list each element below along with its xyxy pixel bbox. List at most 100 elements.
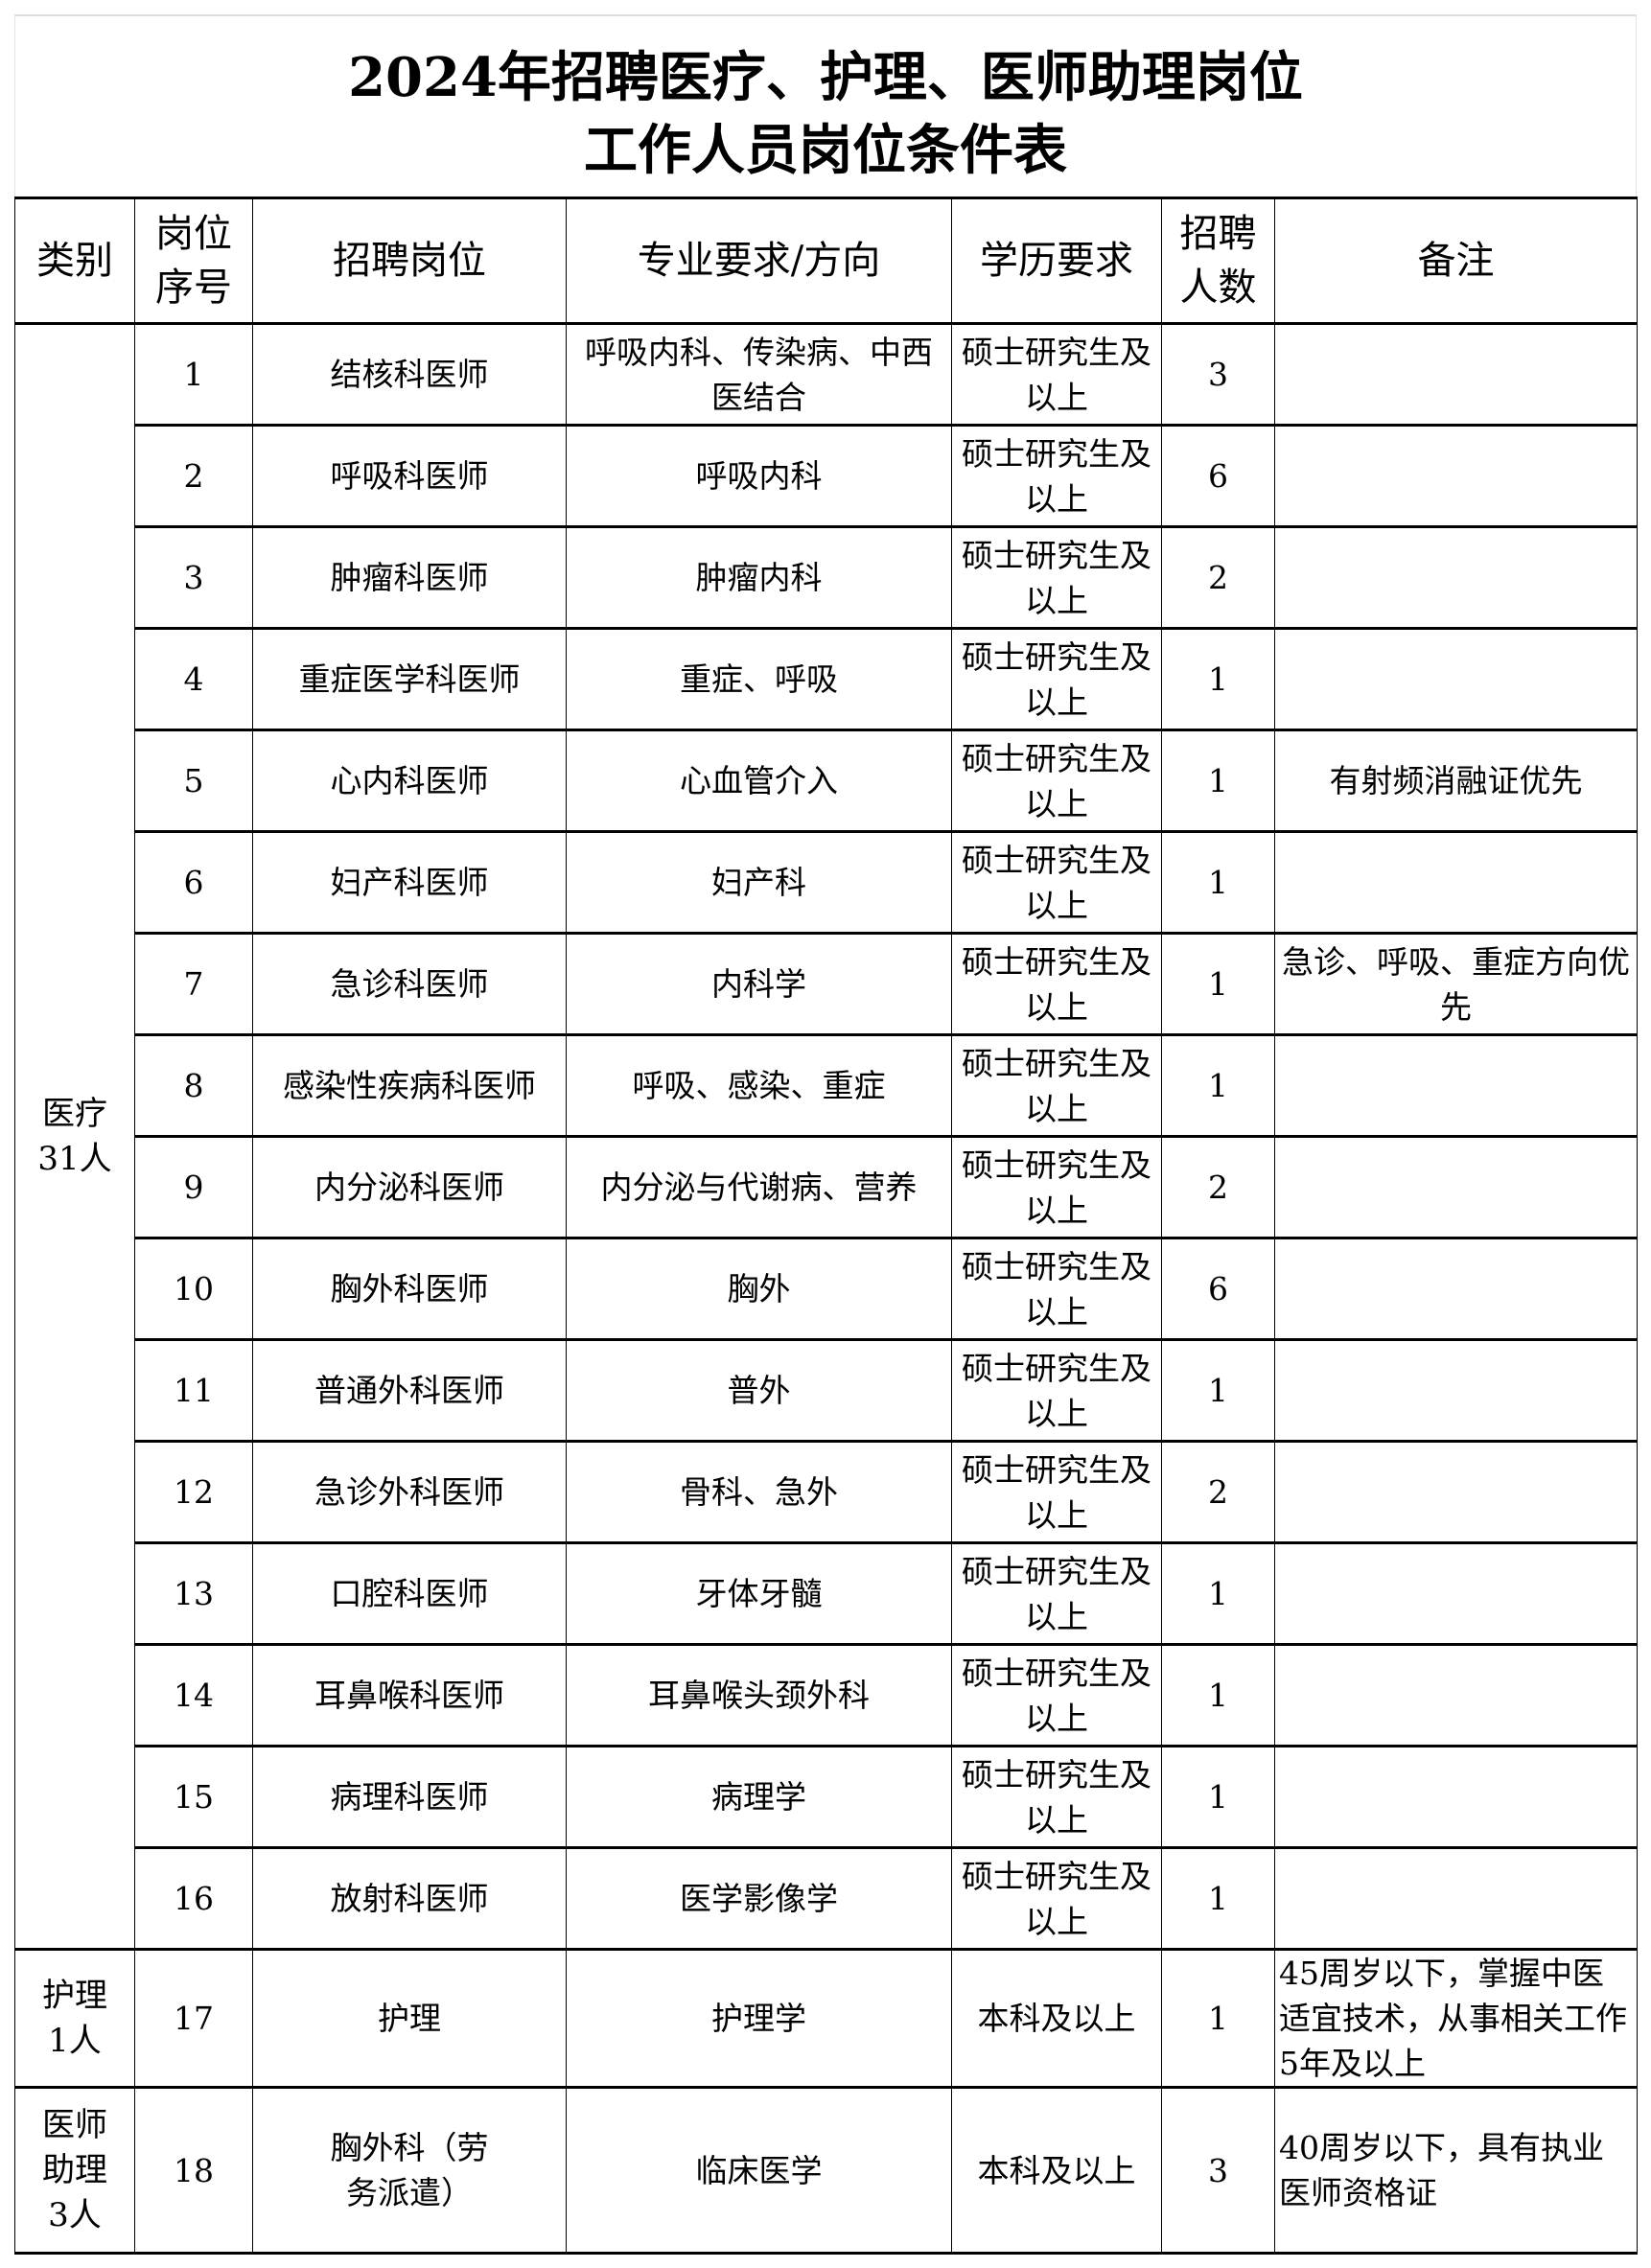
count-cell: 2: [1161, 1440, 1275, 1544]
count-cell: 2: [1161, 1135, 1275, 1239]
note-cell: [1274, 322, 1638, 427]
note-cell: [1274, 1440, 1638, 1544]
table-row: 医疗31人 1 结核科医师 呼吸内科、传染病、中西医结合 硕士研究生及以上 3: [14, 322, 1638, 1951]
count-cell: 3: [1161, 322, 1275, 427]
table-row: 3 肿瘤科医师 肿瘤内科 硕士研究生及以上 2: [15, 525, 1638, 630]
header-major: 专业要求/方向: [566, 197, 952, 325]
post-cell: 急诊外科医师: [252, 1440, 567, 1544]
table-row: 9 内分泌科医师 内分泌与代谢病、营养 硕士研究生及以上 2: [15, 1135, 1638, 1239]
post-number-cell: 14: [134, 1643, 253, 1747]
note-cell: [1274, 1237, 1638, 1341]
post-number-cell: 17: [134, 1948, 253, 2089]
count-cell: 1: [1161, 1643, 1275, 1747]
major-cell: 医学影像学: [566, 1846, 952, 1951]
post-number-cell: 11: [134, 1338, 253, 1443]
table-row: 4 重症医学科医师 重症、呼吸 硕士研究生及以上 1: [15, 627, 1638, 731]
note-cell: [1274, 1338, 1638, 1443]
post-cell: 耳鼻喉科医师: [252, 1643, 567, 1747]
education-cell: 硕士研究生及以上: [951, 830, 1162, 935]
count-cell: 2: [1161, 525, 1275, 630]
post-number-cell: 5: [134, 729, 253, 833]
note-cell: 急诊、呼吸、重症方向优先: [1274, 932, 1638, 1036]
education-cell: 硕士研究生及以上: [951, 1745, 1162, 1849]
post-number-cell: 8: [134, 1033, 253, 1138]
major-cell: 护理学: [566, 1948, 952, 2089]
education-cell: 硕士研究生及以上: [951, 932, 1162, 1036]
education-cell: 硕士研究生及以上: [951, 424, 1162, 528]
major-cell: 妇产科: [566, 830, 952, 935]
table-row: 16 放射科医师 医学影像学 硕士研究生及以上 1: [15, 1846, 1638, 1951]
education-cell: 硕士研究生及以上: [951, 1033, 1162, 1138]
category-cell: 医师助理3人: [14, 2086, 135, 2255]
table-row: 8 感染性疾病科医师 呼吸、感染、重症 硕士研究生及以上 1: [15, 1033, 1638, 1138]
note-cell: [1274, 627, 1638, 731]
major-cell: 肿瘤内科: [566, 525, 952, 630]
post-number-cell: 13: [134, 1541, 253, 1646]
count-cell: 6: [1161, 424, 1275, 528]
major-cell: 骨科、急外: [566, 1440, 952, 1544]
header-post: 招聘岗位: [252, 197, 567, 325]
count-cell: 1: [1161, 1338, 1275, 1443]
education-cell: 硕士研究生及以上: [951, 627, 1162, 731]
post-number-cell: 18: [134, 2086, 253, 2255]
education-cell: 硕士研究生及以上: [951, 1846, 1162, 1951]
major-cell: 呼吸内科、传染病、中西医结合: [566, 322, 952, 427]
note-cell: 45周岁以下，掌握中医适宜技术，从事相关工作5年及以上: [1274, 1948, 1638, 2089]
major-cell: 呼吸、感染、重症: [566, 1033, 952, 1138]
table-row: 10 胸外科医师 胸外 硕士研究生及以上 6: [15, 1237, 1638, 1341]
count-cell: 1: [1161, 627, 1275, 731]
post-number-cell: 4: [134, 627, 253, 731]
post-cell: 呼吸科医师: [252, 424, 567, 528]
major-cell: 胸外: [566, 1237, 952, 1341]
category-cell: 护理1人: [14, 1948, 135, 2089]
post-cell: 胸外科（劳务派遣）: [252, 2086, 567, 2255]
major-cell: 呼吸内科: [566, 424, 952, 528]
major-cell: 耳鼻喉头颈外科: [566, 1643, 952, 1747]
table-row: 7 急诊科医师 内科学 硕士研究生及以上 1 急诊、呼吸、重症方向优先: [15, 932, 1638, 1036]
count-cell: 1: [1161, 932, 1275, 1036]
education-cell: 硕士研究生及以上: [951, 1135, 1162, 1239]
post-cell: 急诊科医师: [252, 932, 567, 1036]
count-cell: 6: [1161, 1237, 1275, 1341]
post-cell: 放射科医师: [252, 1846, 567, 1951]
count-cell: 1: [1161, 1745, 1275, 1849]
note-cell: [1274, 424, 1638, 528]
table-row: 医师助理3人 18 胸外科（劳务派遣） 临床医学 本科及以上 3 40周岁以下，具有执业医师…: [14, 2086, 1638, 2255]
post-cell: 感染性疾病科医师: [252, 1033, 567, 1138]
education-cell: 本科及以上: [951, 1948, 1162, 2089]
education-cell: 硕士研究生及以上: [951, 1338, 1162, 1443]
post-number-cell: 1: [134, 322, 253, 427]
post-number-cell: 10: [134, 1237, 253, 1341]
document-title: 2024年招聘医疗、护理、医师助理岗位 工作人员岗位条件表: [14, 14, 1637, 197]
post-cell: 重症医学科医师: [252, 627, 567, 731]
education-cell: 硕士研究生及以上: [951, 1643, 1162, 1747]
count-cell: 3: [1161, 2086, 1275, 2255]
count-cell: 1: [1161, 729, 1275, 833]
table-row: 13 口腔科医师 牙体牙髓 硕士研究生及以上 1: [15, 1541, 1638, 1646]
category-cell: 医疗31人: [14, 322, 135, 1951]
major-cell: 病理学: [566, 1745, 952, 1849]
header-education: 学历要求: [951, 197, 1162, 325]
education-cell: 硕士研究生及以上: [951, 322, 1162, 427]
post-cell: 口腔科医师: [252, 1541, 567, 1646]
note-cell: 40周岁以下，具有执业医师资格证: [1274, 2086, 1638, 2255]
post-number-cell: 2: [134, 424, 253, 528]
post-number-cell: 3: [134, 525, 253, 630]
note-cell: [1274, 525, 1638, 630]
major-cell: 内分泌与代谢病、营养: [566, 1135, 952, 1239]
post-cell: 内分泌科医师: [252, 1135, 567, 1239]
header-category: 类别: [14, 197, 135, 325]
table-row: 14 耳鼻喉科医师 耳鼻喉头颈外科 硕士研究生及以上 1: [15, 1643, 1638, 1747]
education-cell: 硕士研究生及以上: [951, 525, 1162, 630]
table-row: 11 普通外科医师 普外 硕士研究生及以上 1: [15, 1338, 1638, 1443]
table-row: 15 病理科医师 病理学 硕士研究生及以上 1: [15, 1745, 1638, 1849]
post-number-cell: 7: [134, 932, 253, 1036]
header-count: 招聘人数: [1161, 197, 1275, 325]
note-cell: [1274, 1033, 1638, 1138]
table-row: 5 心内科医师 心血管介入 硕士研究生及以上 1 有射频消融证优先: [15, 729, 1638, 833]
table-row: 6 妇产科医师 妇产科 硕士研究生及以上 1: [15, 830, 1638, 935]
post-number-cell: 12: [134, 1440, 253, 1544]
count-cell: 1: [1161, 1541, 1275, 1646]
count-cell: 1: [1161, 1948, 1275, 2089]
post-number-cell: 16: [134, 1846, 253, 1951]
